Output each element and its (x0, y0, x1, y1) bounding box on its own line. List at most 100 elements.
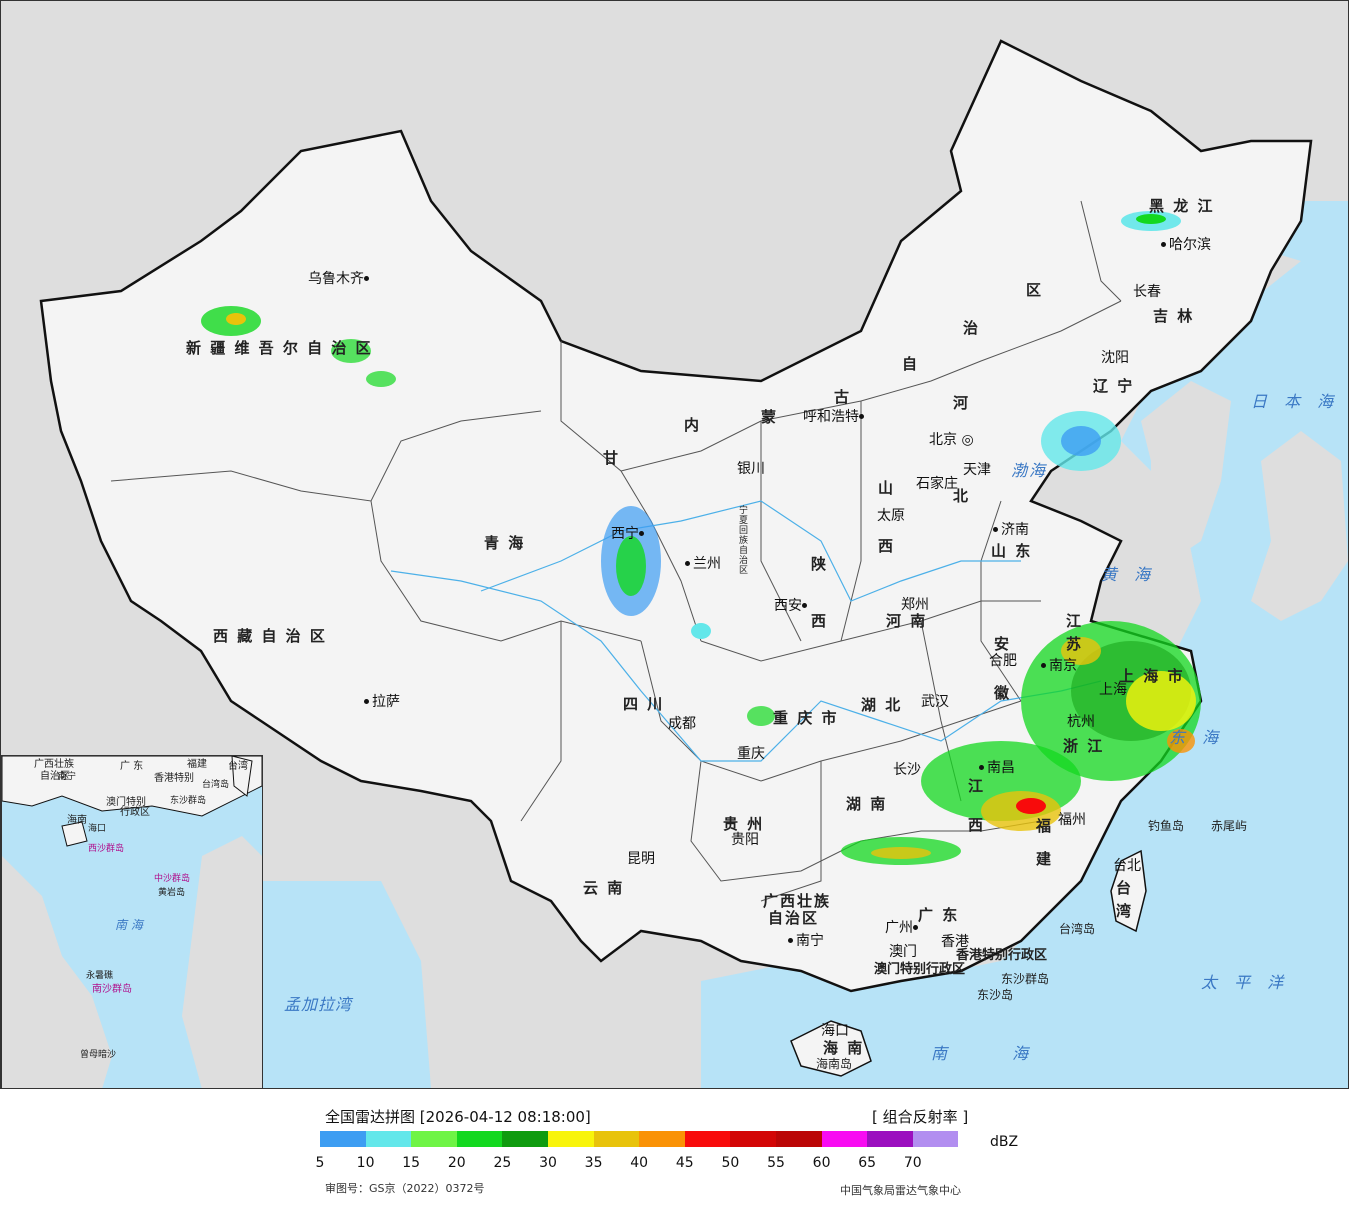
inset-label: 永暑礁 (86, 971, 114, 981)
scale-tick-label: 35 (584, 1155, 603, 1171)
region-label: 徽 (994, 684, 1012, 702)
province-borders (110, 200, 1122, 902)
region-label: 宁夏回族自治区 (739, 506, 749, 576)
scale-tick-label: 20 (447, 1155, 466, 1171)
region-label: 江 (1066, 612, 1084, 630)
island-label: 台湾岛 (1059, 922, 1096, 936)
city-label-xian: 西安 (774, 599, 810, 613)
city-label-zhengzhou: 郑州 (901, 597, 929, 613)
scale-tick-label: 30 (539, 1155, 557, 1171)
south-china-sea-inset: 广西壮族 自治区 广 东 福建 台湾 南宁 香港特别 澳门特别 行政区 台湾岛 … (1, 755, 263, 1088)
scale-tick-label: 55 (767, 1155, 785, 1171)
city-label-xining: 西宁 (611, 527, 647, 541)
inset-label: 澳门特别 (106, 797, 146, 808)
region-label: 古 (834, 388, 852, 406)
korea-land (1141, 381, 1231, 561)
region-label: 江 (968, 777, 986, 795)
inset-label: 中沙群岛 (154, 874, 191, 884)
inset-label: 广西壮族 (34, 759, 74, 770)
region-label: 新 疆 维 吾 尔 自 治 区 (186, 339, 373, 357)
taiwan-island (1110, 849, 1147, 933)
city-label-hongkong: 香港 (941, 934, 969, 950)
inset-map (2, 756, 262, 1088)
color-swatch (912, 1131, 959, 1147)
inset-label: 南沙群岛 (92, 984, 132, 995)
sea-label: 孟加拉湾 (284, 995, 353, 1014)
region-label: 区 (1026, 281, 1044, 299)
color-swatch (593, 1131, 640, 1147)
region-label: 陕 (811, 555, 829, 573)
color-swatch (365, 1131, 412, 1147)
region-label: 苏 (1066, 635, 1084, 653)
color-swatch (730, 1131, 776, 1147)
city-label-harbin: 哈尔滨 (1161, 238, 1211, 252)
city-label-guiyang: 贵阳 (731, 832, 759, 848)
city-label-changchun: 长春 (1133, 284, 1161, 300)
island-label: 赤尾屿 (1211, 819, 1248, 833)
legend-unit: dBZ (990, 1134, 1019, 1150)
japan-land (1251, 431, 1348, 621)
city-label-hohhot: 呼和浩特 (803, 410, 867, 424)
region-label: 广西壮族 (763, 892, 832, 910)
region-label: 辽 宁 (1093, 377, 1135, 395)
region-label: 浙 江 (1063, 737, 1105, 755)
city-label-nanjing: 南京 (1041, 659, 1077, 673)
city-label-hefei: 合肥 (989, 653, 1017, 669)
region-label: 河 (953, 394, 971, 412)
sea-label: 黄 海 (1101, 565, 1157, 584)
color-swatch (502, 1131, 548, 1147)
city-label-nanchang: 南昌 (979, 761, 1015, 775)
region-label: 自 (902, 355, 920, 373)
region-label: 自治区 (768, 909, 820, 927)
inset-label: 南 海 (115, 918, 143, 932)
city-label-jinan: 济南 (993, 523, 1029, 537)
region-label: 甘 (603, 449, 621, 467)
scale-tick-label: 60 (812, 1155, 831, 1171)
legend: 全国雷达拼图 [2026-04-12 08:18:00] [ 组合反射率 ] (0, 1088, 1349, 1208)
sea-label: 日 本 海 (1251, 392, 1340, 411)
island-label: 海南岛 (816, 1057, 853, 1071)
island-label: 东沙岛 (977, 988, 1014, 1002)
sea-label: 渤海 (1011, 461, 1048, 480)
region-label: 湖 南 (846, 795, 888, 813)
region-label: 黑 龙 江 (1149, 197, 1215, 215)
color-swatch (684, 1131, 731, 1147)
region-label: 湖 北 (861, 696, 903, 714)
city-label-yinchuan: 银川 (737, 461, 765, 477)
region-label: 西 藏 自 治 区 (213, 627, 327, 645)
hainan-island (790, 1020, 872, 1077)
region-label: 重 庆 市 (773, 709, 839, 727)
scale-tick-label: 5 (315, 1155, 325, 1171)
city-label-wuhan: 武汉 (921, 694, 949, 710)
map-frame: 新 疆 维 吾 尔 自 治 区 西 藏 自 治 区 青 海 甘 内 蒙 古 自 … (0, 0, 1349, 1089)
city-label-chengdu: 成都 (668, 716, 696, 732)
rivers (390, 500, 1102, 762)
sea-label: 太 平 洋 (1201, 973, 1290, 992)
region-label: 安 (994, 635, 1012, 653)
region-label: 河 南 (886, 612, 928, 630)
inset-label: 西沙群岛 (88, 844, 125, 854)
region-label: 广 东 (918, 906, 960, 924)
region-label: 北 (953, 487, 971, 505)
city-label-shijiazhuang: 石家庄 (916, 476, 958, 492)
inset-label: 东沙群岛 (170, 796, 207, 806)
region-label: 台 (1116, 879, 1134, 897)
inset-label: 海口 (88, 824, 107, 834)
inset-label: 福建 (187, 759, 207, 770)
region-label: 治 (963, 319, 981, 337)
inset-label: 行政区 (120, 807, 150, 818)
region-label: 吉 林 (1153, 307, 1195, 325)
city-label-shenyang: 沈阳 (1101, 350, 1129, 366)
region-label: 蒙 (761, 408, 779, 426)
city-label-nanning: 南宁 (788, 934, 824, 948)
scale-tick-label: 10 (356, 1155, 375, 1171)
region-label: 香港特别行政区 (956, 948, 1048, 963)
region-label: 内 (684, 416, 702, 434)
region-label: 上 海 市 (1119, 667, 1185, 685)
scale-tick-label: 45 (675, 1155, 694, 1171)
china-map (39, 39, 1348, 1088)
city-label-guangzhou: 广州 (885, 921, 921, 935)
color-swatch (320, 1131, 366, 1147)
region-label: 澳门特别行政区 (874, 962, 966, 977)
region-label: 海 南 (823, 1039, 865, 1057)
